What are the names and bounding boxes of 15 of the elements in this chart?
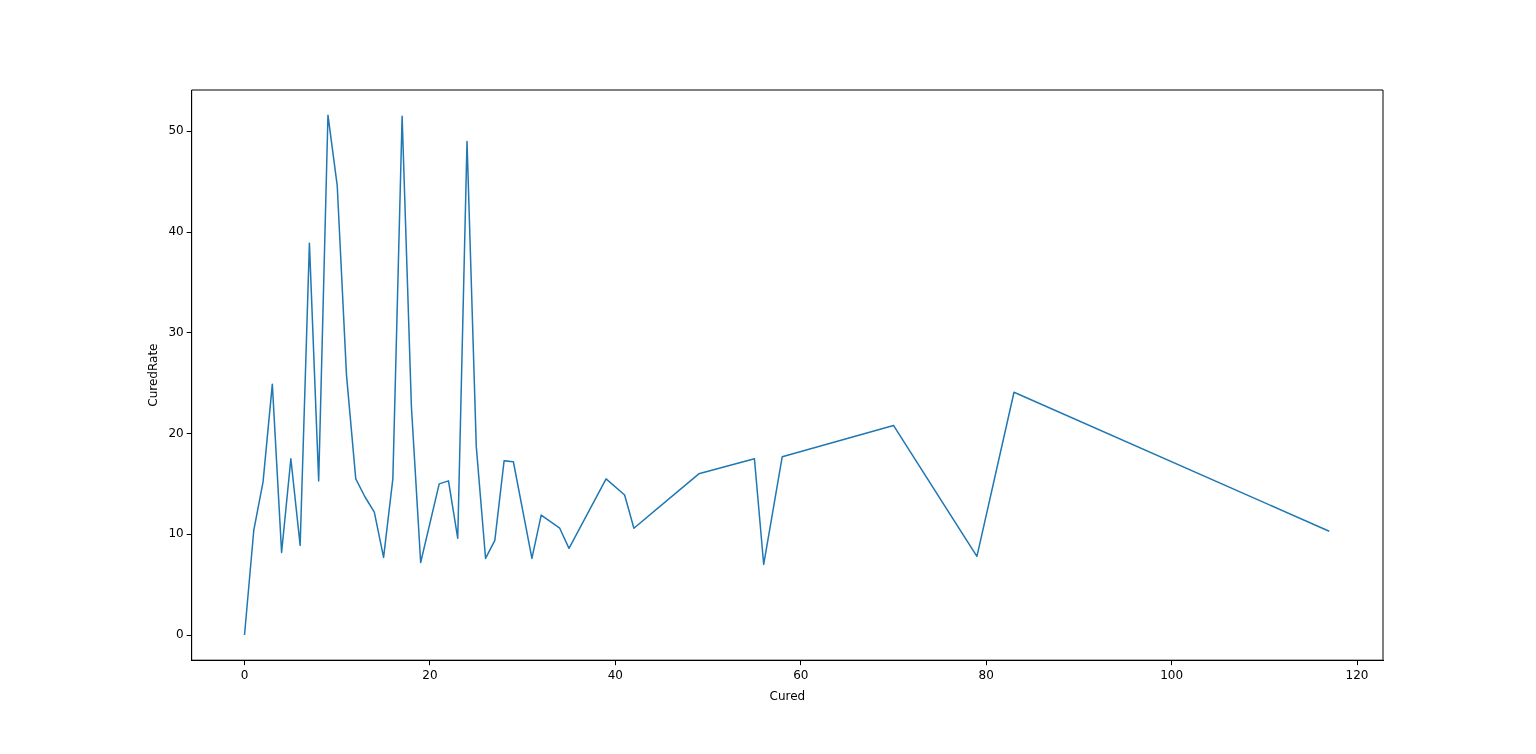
x-tick-label: 120 — [1345, 667, 1369, 682]
y-tick-label: 20 — [168, 425, 184, 440]
x-axis-title: Cured — [769, 688, 806, 703]
x-tick-label: 80 — [978, 667, 994, 682]
x-tick-label: 100 — [1160, 667, 1184, 682]
y-tick-label: 50 — [168, 123, 184, 138]
x-tick-label: 60 — [793, 667, 809, 682]
y-tick-label: 0 — [176, 627, 184, 642]
y-tick-label: 10 — [168, 526, 184, 541]
x-tick-label: 40 — [607, 667, 623, 682]
y-axis-title: CuredRate — [146, 343, 161, 407]
x-tick-label: 20 — [422, 667, 438, 682]
x-tick-label: 0 — [240, 667, 249, 682]
y-tick-label: 40 — [168, 224, 184, 239]
y-tick-label: 30 — [168, 324, 184, 339]
